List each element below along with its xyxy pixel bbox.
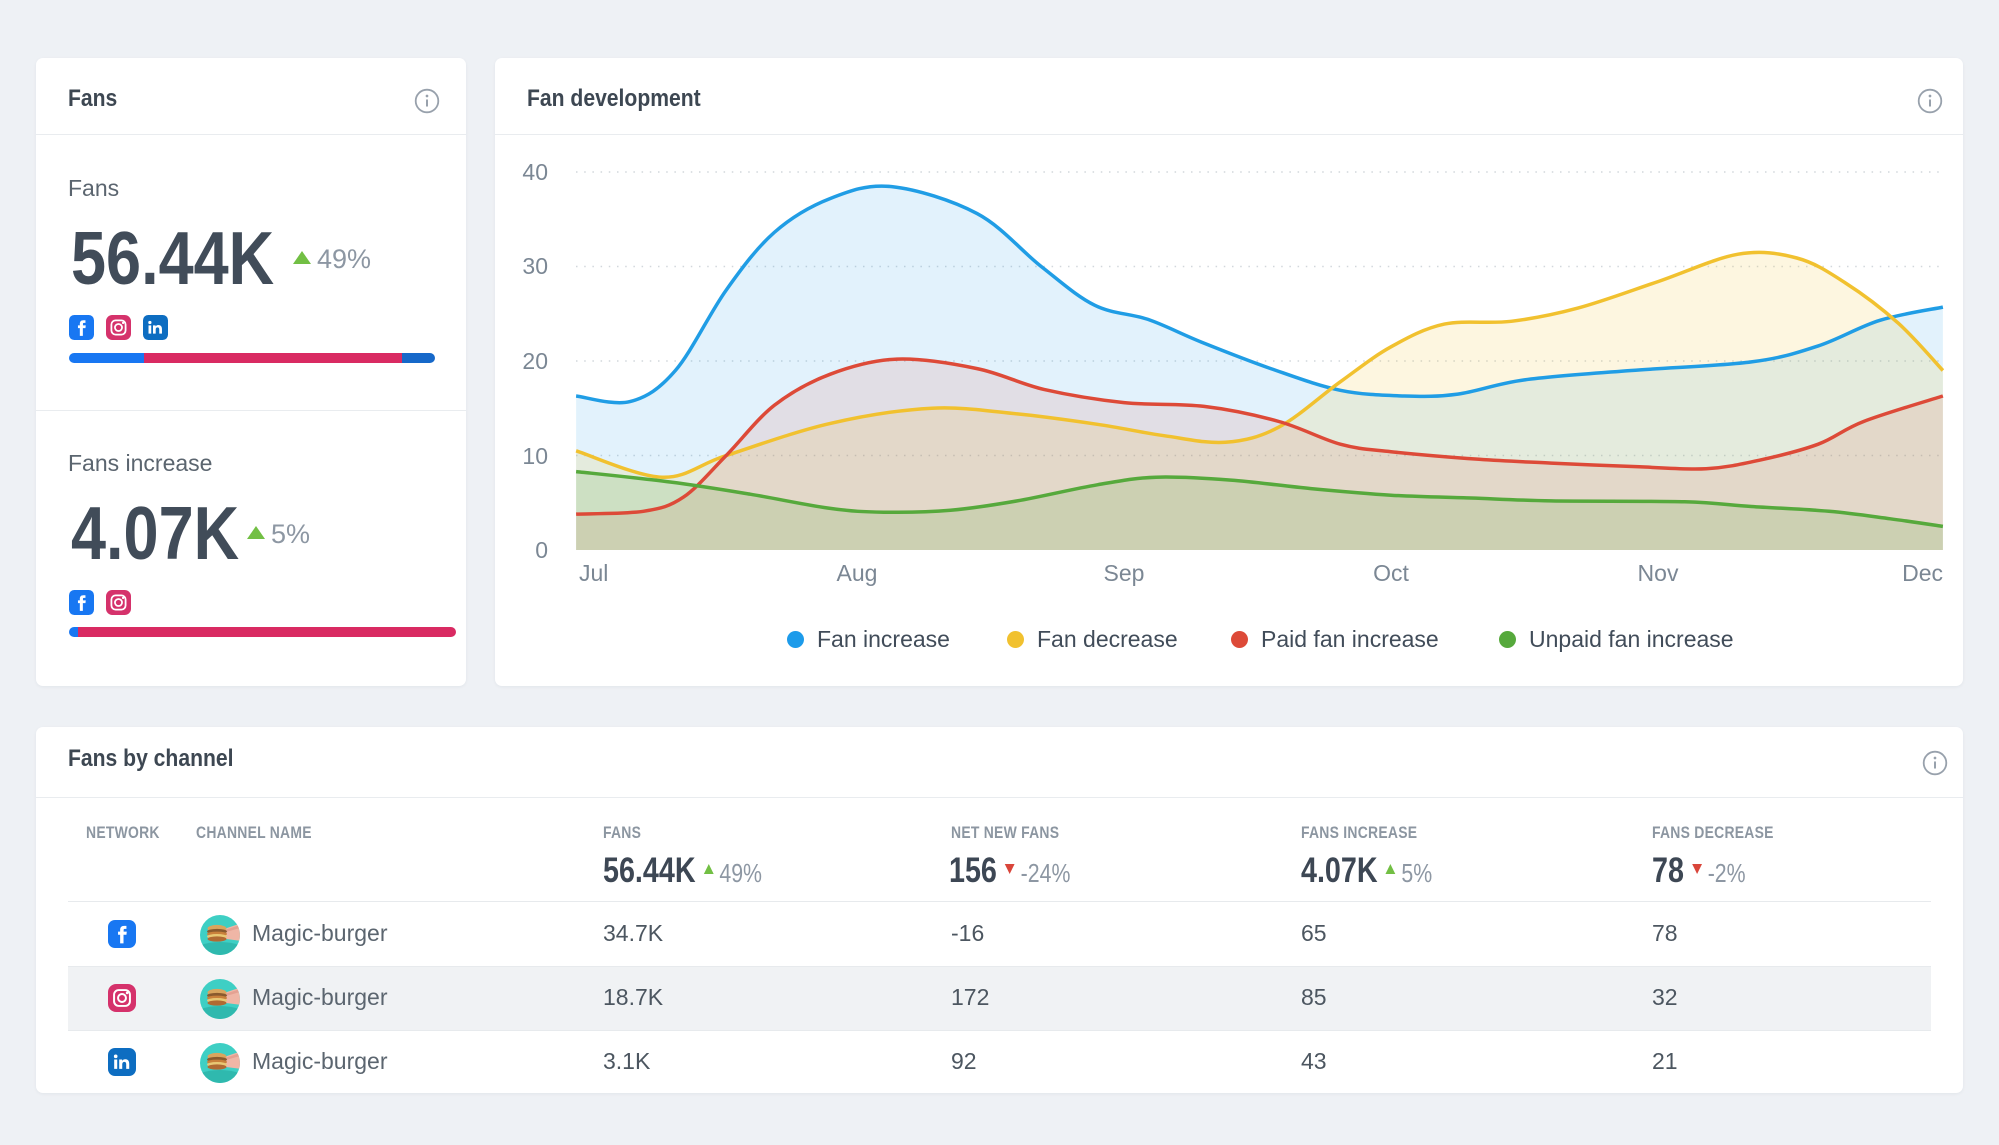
svg-text:0: 0: [535, 537, 548, 563]
svg-text:Nov: Nov: [1638, 560, 1679, 586]
svg-text:Sep: Sep: [1104, 560, 1145, 586]
svg-text:20: 20: [522, 348, 548, 374]
svg-text:Jul: Jul: [579, 560, 608, 586]
svg-text:10: 10: [522, 443, 548, 469]
svg-text:Dec: Dec: [1902, 560, 1943, 586]
svg-text:30: 30: [522, 253, 548, 279]
svg-text:Aug: Aug: [837, 560, 878, 586]
svg-text:40: 40: [522, 159, 548, 185]
svg-text:Oct: Oct: [1373, 560, 1409, 586]
